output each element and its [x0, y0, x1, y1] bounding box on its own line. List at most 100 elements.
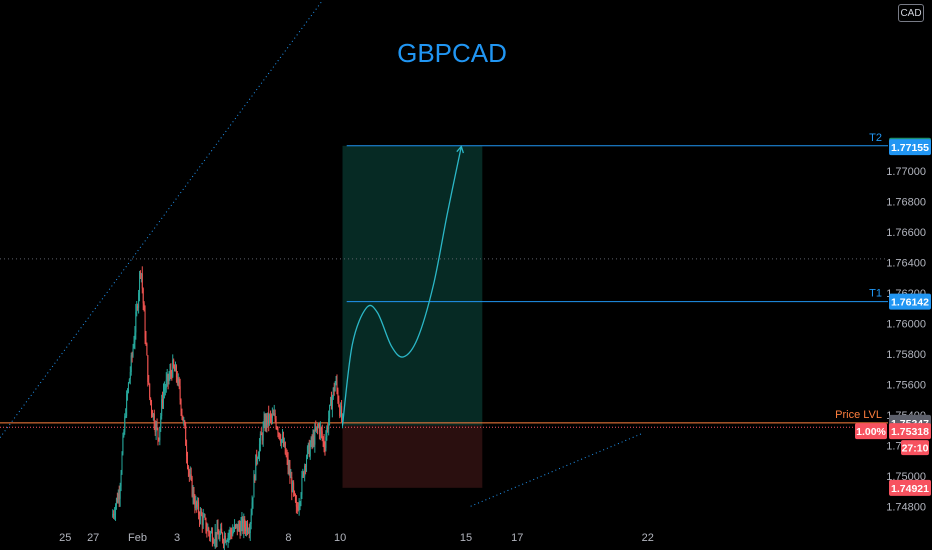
candle[interactable]: [261, 435, 263, 441]
candle[interactable]: [327, 427, 329, 430]
candle[interactable]: [252, 497, 254, 503]
candle[interactable]: [230, 529, 232, 533]
candle[interactable]: [224, 535, 226, 543]
candle[interactable]: [170, 370, 172, 373]
candle[interactable]: [254, 475, 256, 481]
candle[interactable]: [281, 439, 283, 444]
candle[interactable]: [243, 519, 245, 531]
candle[interactable]: [146, 343, 148, 356]
candle[interactable]: [237, 523, 239, 532]
candle[interactable]: [198, 514, 200, 520]
candle[interactable]: [272, 414, 274, 416]
candle[interactable]: [334, 383, 336, 392]
candle[interactable]: [181, 411, 183, 416]
candle[interactable]: [200, 511, 202, 516]
candle[interactable]: [234, 524, 236, 526]
candle[interactable]: [138, 293, 140, 308]
candle[interactable]: [142, 288, 144, 304]
candle[interactable]: [119, 486, 121, 499]
candle[interactable]: [214, 532, 216, 542]
candle[interactable]: [165, 379, 167, 389]
candle[interactable]: [166, 374, 168, 380]
candle[interactable]: [120, 473, 122, 487]
candle[interactable]: [227, 535, 229, 541]
candle[interactable]: [152, 413, 154, 418]
candle[interactable]: [296, 506, 298, 509]
candle[interactable]: [128, 378, 130, 384]
candle[interactable]: [184, 420, 186, 426]
candle[interactable]: [262, 426, 264, 441]
candle[interactable]: [167, 374, 169, 382]
candle[interactable]: [225, 541, 227, 543]
candle[interactable]: [315, 428, 317, 431]
candle[interactable]: [257, 458, 259, 461]
candle[interactable]: [188, 470, 190, 477]
candle[interactable]: [218, 534, 220, 539]
candle[interactable]: [302, 471, 304, 476]
candle[interactable]: [172, 359, 174, 377]
candle[interactable]: [202, 516, 204, 526]
candle[interactable]: [292, 482, 294, 492]
candle[interactable]: [226, 540, 228, 542]
candle[interactable]: [260, 433, 262, 436]
candle[interactable]: [157, 428, 159, 439]
candle[interactable]: [235, 524, 237, 526]
candle[interactable]: [114, 514, 116, 516]
candle[interactable]: [222, 540, 224, 545]
candle[interactable]: [286, 455, 288, 458]
candle[interactable]: [217, 527, 219, 535]
candle[interactable]: [240, 523, 242, 536]
candle[interactable]: [145, 338, 147, 344]
candle[interactable]: [155, 423, 157, 433]
candle[interactable]: [267, 412, 269, 425]
candle[interactable]: [258, 443, 260, 456]
candle[interactable]: [199, 511, 201, 520]
candle[interactable]: [192, 489, 194, 497]
candle[interactable]: [135, 311, 137, 333]
candle[interactable]: [163, 390, 165, 404]
candle[interactable]: [325, 437, 327, 448]
candle[interactable]: [274, 413, 276, 420]
candle[interactable]: [247, 531, 249, 533]
candle[interactable]: [115, 498, 117, 506]
candle[interactable]: [115, 505, 117, 515]
candle[interactable]: [309, 445, 311, 457]
candle[interactable]: [177, 378, 179, 384]
candle[interactable]: [206, 530, 208, 532]
candle[interactable]: [323, 439, 325, 448]
candle[interactable]: [310, 437, 312, 446]
candle[interactable]: [299, 502, 301, 505]
candle[interactable]: [245, 527, 247, 532]
candle[interactable]: [117, 493, 119, 503]
candle[interactable]: [305, 465, 307, 467]
candle[interactable]: [144, 311, 146, 339]
candle[interactable]: [213, 541, 215, 543]
candle[interactable]: [201, 515, 203, 526]
stop-zone[interactable]: [342, 425, 483, 488]
candle[interactable]: [208, 528, 210, 533]
candle[interactable]: [248, 531, 250, 534]
candle[interactable]: [122, 436, 124, 454]
candle[interactable]: [276, 427, 278, 429]
candle[interactable]: [220, 528, 222, 534]
candle[interactable]: [126, 394, 128, 417]
candle[interactable]: [328, 418, 330, 430]
candle[interactable]: [228, 533, 230, 536]
candle[interactable]: [255, 454, 257, 481]
candle[interactable]: [189, 474, 191, 477]
candle[interactable]: [304, 465, 306, 477]
candle[interactable]: [321, 431, 323, 438]
badge-t1[interactable]: [889, 293, 931, 310]
candle[interactable]: [221, 528, 223, 534]
candle[interactable]: [233, 530, 235, 532]
candle[interactable]: [168, 376, 170, 382]
candle[interactable]: [140, 273, 142, 275]
candle[interactable]: [301, 475, 303, 495]
candle[interactable]: [118, 493, 120, 499]
candle[interactable]: [204, 516, 206, 519]
candle[interactable]: [127, 383, 129, 392]
candle[interactable]: [306, 457, 308, 467]
candle[interactable]: [133, 342, 135, 348]
candle[interactable]: [194, 501, 196, 509]
candle[interactable]: [195, 501, 197, 509]
